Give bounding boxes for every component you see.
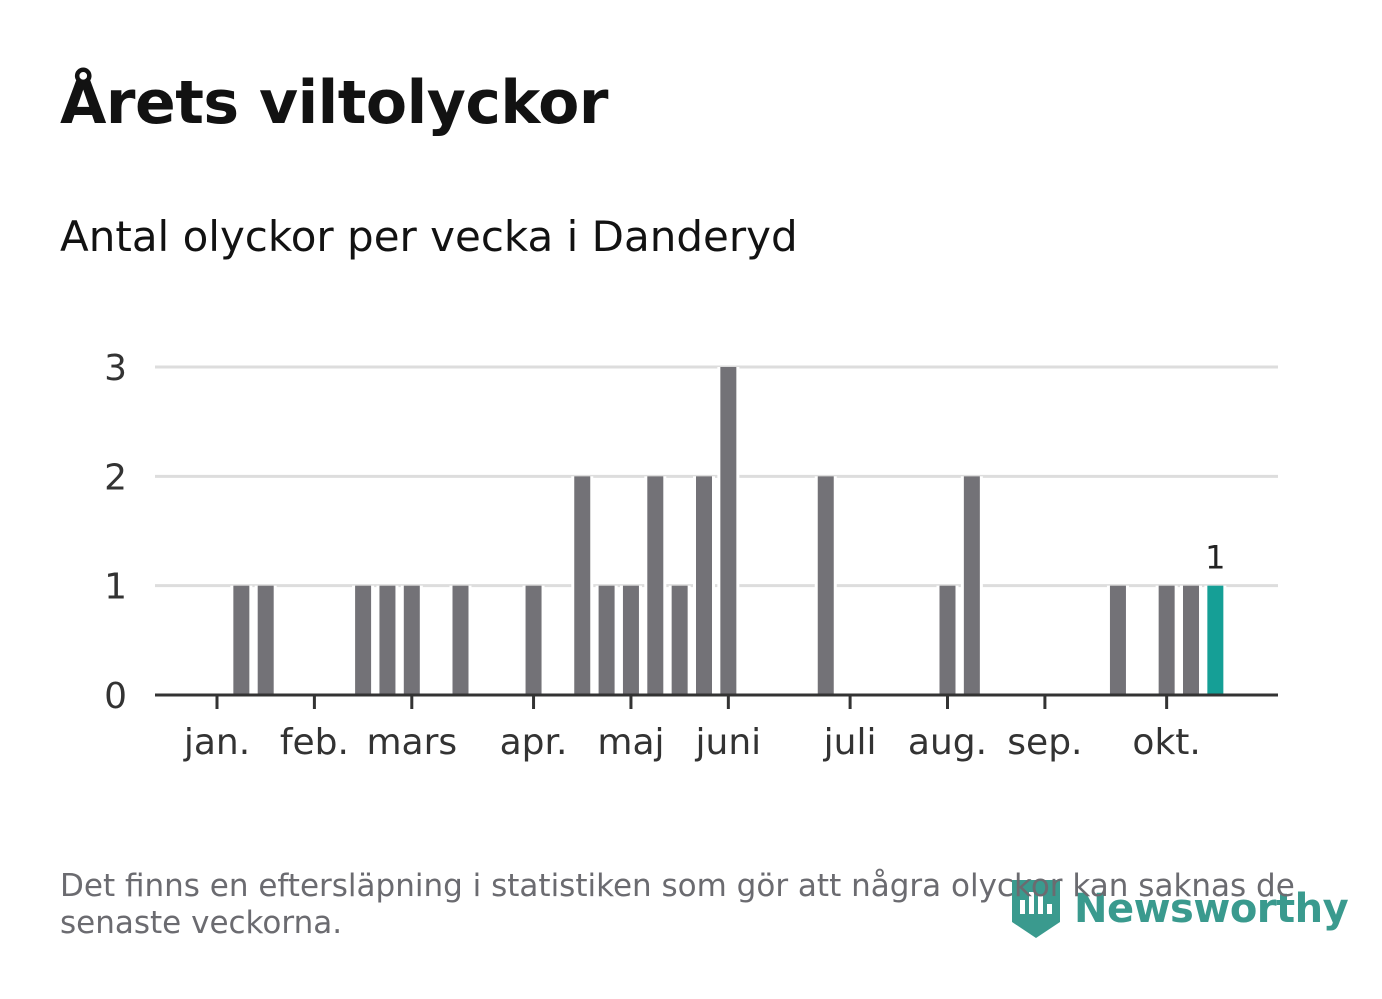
x-tick-label: feb. <box>280 722 349 763</box>
bar-highlight <box>1207 585 1224 695</box>
newsworthy-logo: Newsworthy <box>1010 878 1349 940</box>
bar <box>647 476 664 695</box>
bar <box>574 476 591 695</box>
bar <box>1183 585 1199 695</box>
bar <box>817 476 834 695</box>
x-tick-label: aug. <box>908 722 987 763</box>
data-label: 1 <box>1205 539 1225 577</box>
x-tick-label: maj <box>597 722 664 763</box>
bar <box>525 585 542 695</box>
y-tick-label: 3 <box>104 348 127 389</box>
x-tick-label: jan. <box>183 722 250 763</box>
newsworthy-logo-icon <box>1012 880 1060 938</box>
bar <box>1158 585 1175 695</box>
bar <box>452 585 469 695</box>
y-tick-label: 2 <box>104 457 127 498</box>
bar <box>233 585 250 695</box>
bar <box>622 585 639 695</box>
bar <box>963 476 980 695</box>
chart-title: Årets viltolyckor <box>60 68 609 138</box>
x-tick-label: apr. <box>500 722 568 763</box>
x-tick-label: juli <box>823 722 877 763</box>
bar <box>403 585 420 695</box>
x-tick-label: juni <box>695 722 762 763</box>
bar <box>696 476 712 695</box>
bar <box>257 585 274 695</box>
bar <box>939 585 956 695</box>
x-tick-label: sep. <box>1007 722 1082 763</box>
chart-subtitle: Antal olyckor per vecka i Danderyd <box>60 212 798 261</box>
logo-text: Newsworthy <box>1074 886 1349 932</box>
bar <box>1109 585 1126 695</box>
x-tick-label: okt. <box>1132 722 1200 763</box>
bar <box>379 585 396 695</box>
y-tick-label: 1 <box>104 567 127 608</box>
x-tick-label: mars <box>366 722 457 763</box>
footnote: Det finns en eftersläpning i statistiken… <box>60 868 1295 941</box>
bar <box>355 585 372 695</box>
y-tick-label: 0 <box>104 676 127 717</box>
bar <box>671 585 688 695</box>
bar <box>720 367 737 695</box>
bar <box>598 585 615 695</box>
